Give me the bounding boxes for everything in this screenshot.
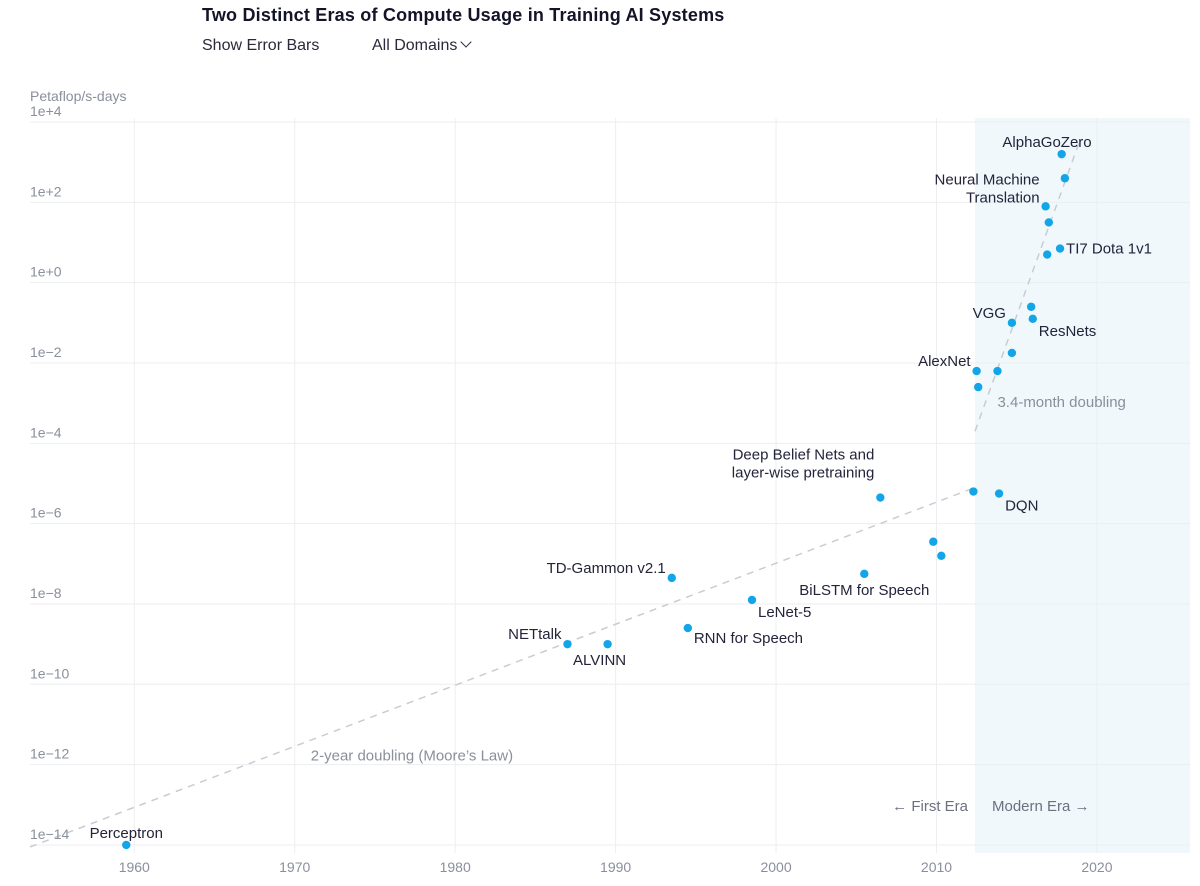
x-tick-label: 1960 [119, 859, 150, 875]
data-point [603, 639, 612, 649]
x-axis: 1960 1970 1980 1990 2000 2010 2020 [119, 859, 1113, 875]
point-label: RNN for Speech [694, 630, 803, 647]
y-axis-label: Petaflop/s-days [30, 88, 127, 104]
x-tick-label: 2020 [1081, 859, 1112, 875]
modern-era-region [975, 118, 1190, 853]
point-label: ResNets [1039, 323, 1097, 340]
point-label: Deep Belief Nets and [733, 447, 875, 464]
data-point [972, 366, 981, 376]
y-tick-label: 1e+2 [30, 183, 62, 199]
point-label: LeNet-5 [758, 604, 811, 621]
x-tick-label: 1970 [279, 859, 310, 875]
trend-label: 3.4-month doubling [997, 394, 1125, 411]
point-label: ALVINN [573, 652, 626, 669]
first-era-label: ← First Era [892, 798, 968, 815]
modern-era-text: Modern Era [992, 798, 1071, 815]
data-point [860, 569, 869, 579]
y-tick-label: 1e−10 [30, 665, 70, 681]
data-point [993, 366, 1002, 376]
grid [30, 118, 1190, 853]
modern-era-label: Modern Era → [992, 798, 1090, 815]
data-point [994, 489, 1004, 498]
first-era-text: First Era [911, 798, 968, 815]
data-point [1055, 244, 1065, 253]
data-point [1028, 314, 1037, 324]
y-tick-label: 1e−2 [30, 344, 62, 360]
point-label: Perceptron [90, 825, 163, 842]
y-tick-label: 1e−4 [30, 424, 62, 440]
page-title: Two Distinct Eras of Compute Usage in Tr… [202, 5, 725, 25]
data-point [929, 537, 938, 546]
point-label: AlphaGoZero [1002, 134, 1091, 151]
y-tick-label: 1e+4 [30, 103, 62, 119]
trend-lines: 2-year doubling (Moore’s Law) 3.4-month d… [29, 141, 1126, 848]
point-label-line2: Translation [966, 189, 1040, 206]
data-point [1026, 302, 1036, 311]
data-point [974, 382, 983, 392]
right-arrow-icon: → [1070, 798, 1089, 815]
domain-select[interactable]: All Domains [372, 36, 473, 55]
x-tick-label: 2000 [760, 859, 791, 875]
x-tick-label: 1980 [440, 859, 471, 875]
point-label: AlexNet [918, 353, 971, 370]
data-point [1043, 250, 1052, 259]
y-axis: 1e+4 1e+2 1e+0 1e−2 1e−4 1e−6 1e−8 1e−10 1e−12 1e… [30, 103, 70, 842]
y-tick-label: 1e−14 [30, 826, 70, 842]
data-point [1044, 218, 1054, 227]
trend-label: 2-year doubling (Moore’s Law) [311, 748, 513, 765]
point-label: NETtalk [508, 626, 562, 643]
data-point [1041, 202, 1050, 211]
data-points: Perceptron NETtalk ALVINN TD-Gammon v2.1 RNN… [90, 134, 1152, 850]
point-label: TD-Gammon v2.1 [547, 560, 666, 577]
y-tick-label: 1e−6 [30, 505, 62, 521]
point-label: TI7 Dota 1v1 [1066, 241, 1152, 258]
show-error-bars-toggle[interactable]: Show Error Bars [202, 37, 320, 54]
data-point [1060, 174, 1070, 183]
point-label: VGG [973, 305, 1006, 322]
data-point [969, 487, 978, 496]
y-tick-label: 1e−8 [30, 585, 62, 601]
data-point [1007, 348, 1017, 358]
data-point [563, 639, 572, 649]
point-label: BiLSTM for Speech [799, 582, 929, 599]
data-point [1057, 149, 1066, 159]
domain-select-label: All Domains [372, 37, 458, 54]
data-point [937, 551, 946, 560]
y-tick-label: 1e+0 [30, 264, 62, 280]
data-point [667, 573, 676, 583]
x-tick-label: 1990 [600, 859, 631, 875]
point-label-line2: layer-wise pretraining [732, 465, 875, 482]
left-arrow-icon: ← [892, 798, 911, 815]
point-label: Neural Machine [935, 171, 1040, 188]
x-tick-label: 2010 [921, 859, 952, 875]
data-point [876, 493, 885, 502]
era-labels: ← First Era Modern Era → [892, 798, 1089, 815]
data-point [747, 595, 757, 605]
y-tick-label: 1e−12 [30, 746, 70, 762]
data-point [1007, 318, 1017, 328]
data-point [683, 623, 693, 633]
data-point [122, 840, 131, 850]
trend-line [29, 486, 976, 848]
point-label: DQN [1005, 498, 1038, 515]
